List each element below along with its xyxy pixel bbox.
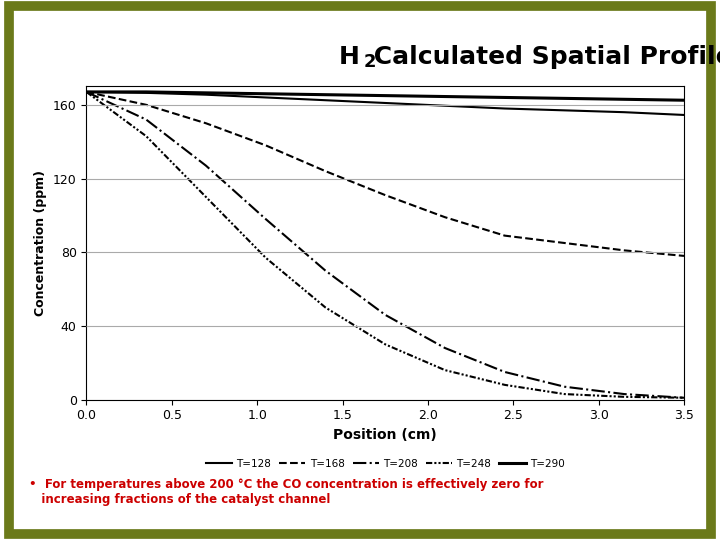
- Text: Calculated Spatial Profiles: Calculated Spatial Profiles: [365, 45, 720, 69]
- Legend: T=128, T=168, T=208, T=248, T=290: T=128, T=168, T=208, T=248, T=290: [202, 455, 569, 473]
- Text: 2: 2: [364, 53, 376, 71]
- X-axis label: Position (cm): Position (cm): [333, 428, 437, 442]
- Y-axis label: Concentration (ppm): Concentration (ppm): [35, 170, 48, 316]
- Text: •  For temperatures above 200 °C the CO concentration is effectively zero for
  : • For temperatures above 200 °C the CO c…: [29, 478, 544, 506]
- Text: H: H: [339, 45, 360, 69]
